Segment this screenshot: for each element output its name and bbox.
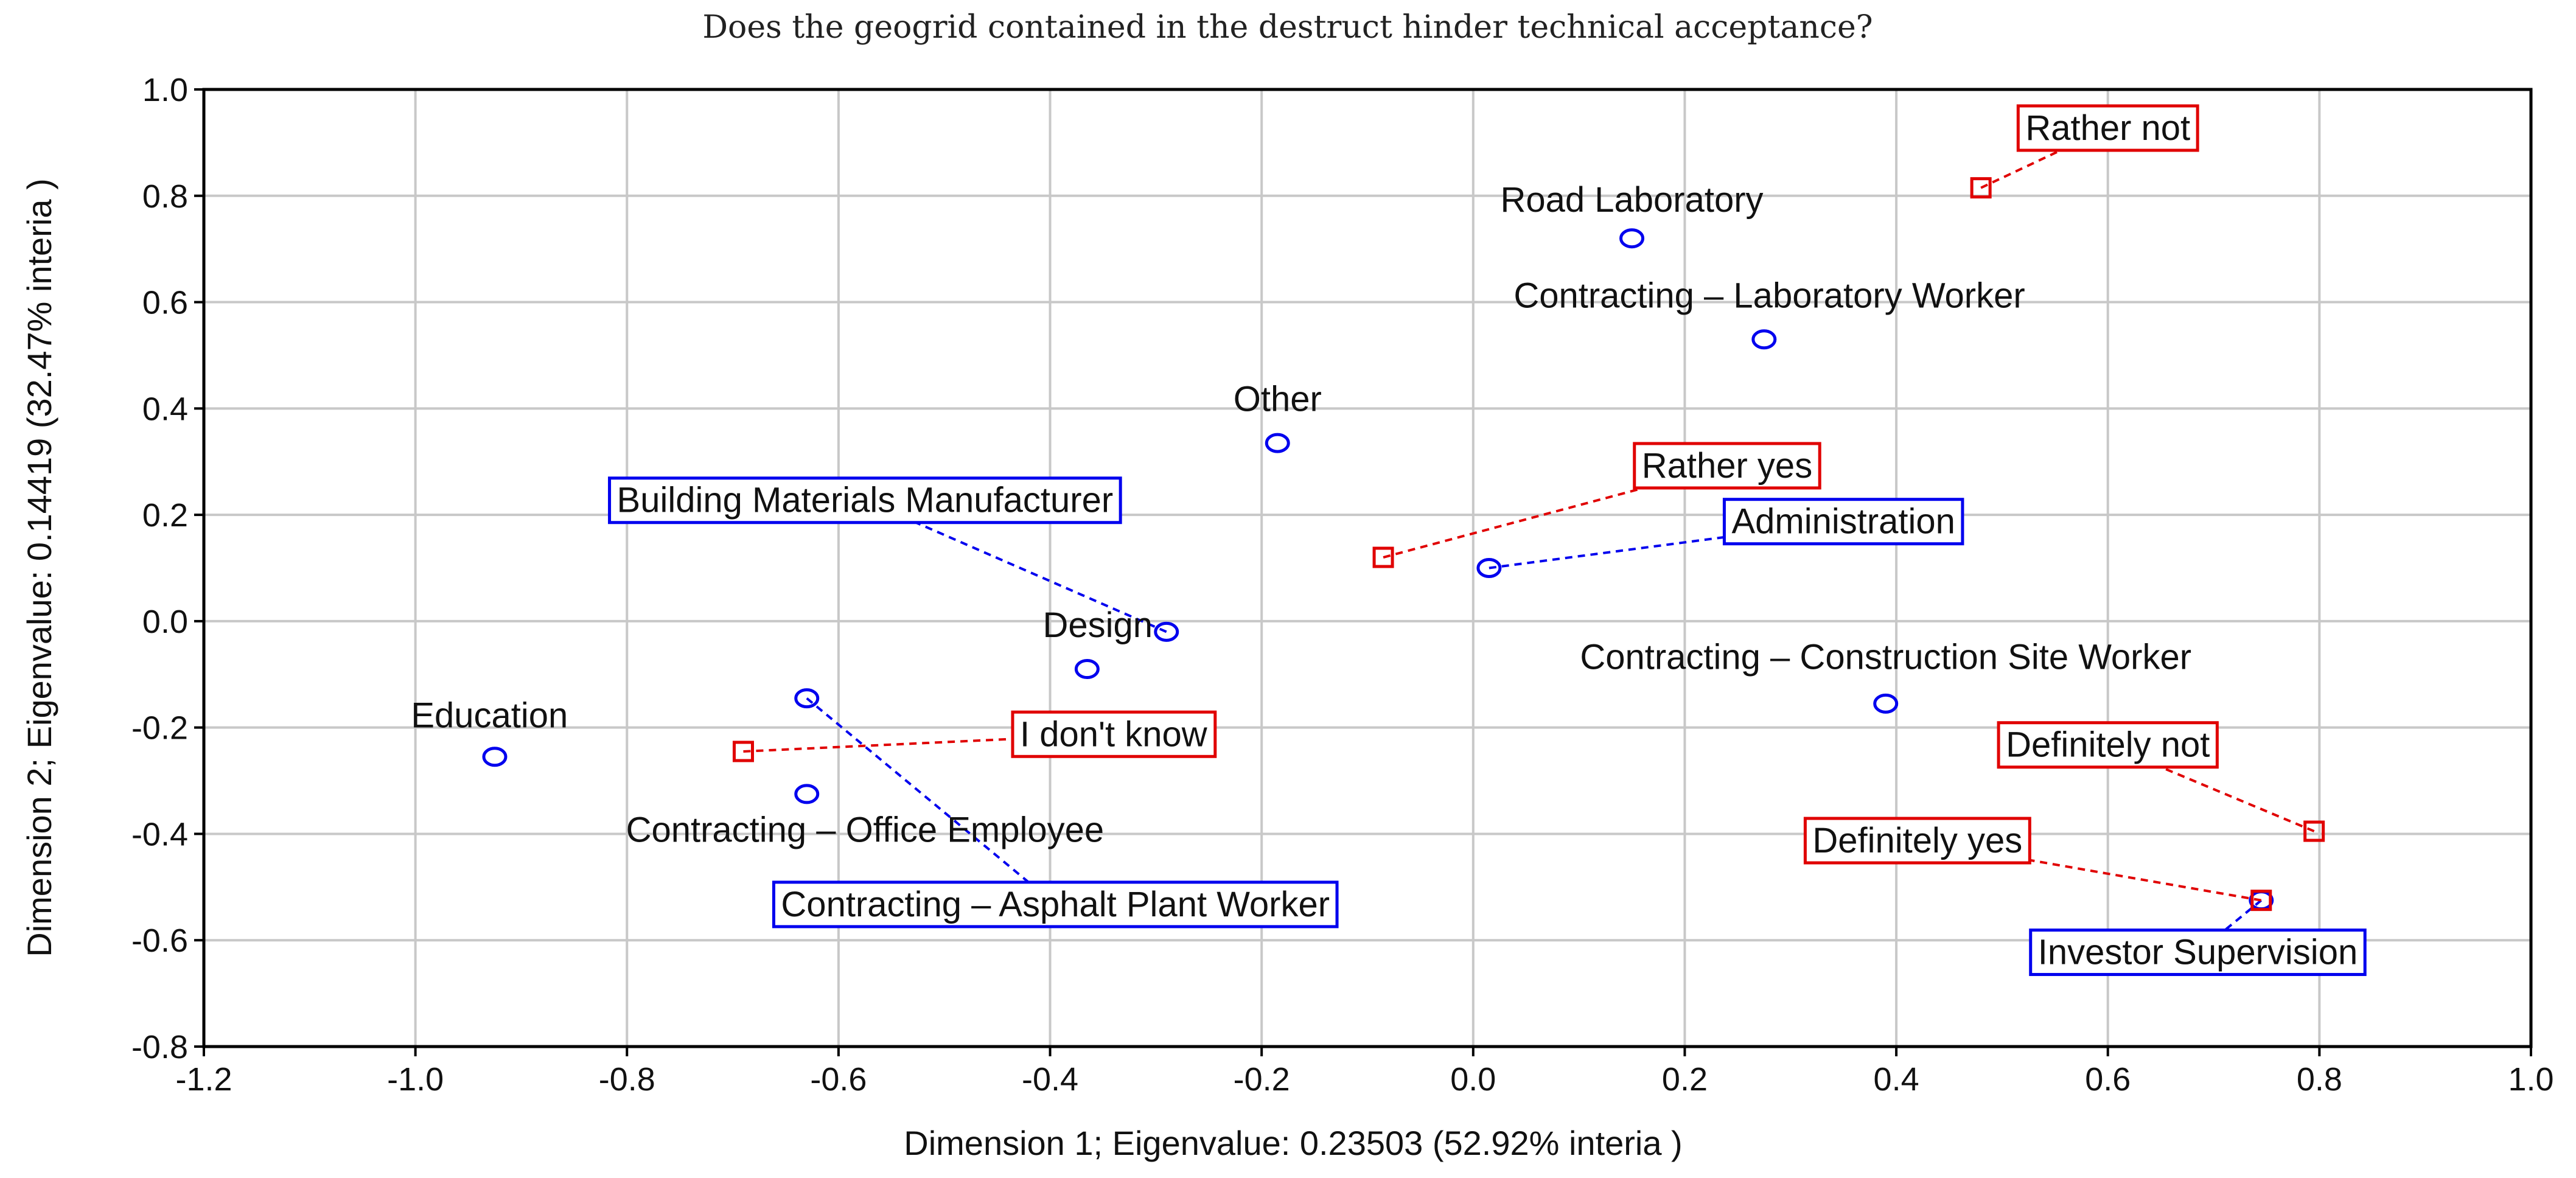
label-box-i-don-t-know <box>1011 710 1217 758</box>
x-tick-label: -0.8 <box>599 1061 655 1098</box>
leader-lines <box>743 149 2315 932</box>
point-contracting-asphalt-plant-worker <box>794 688 820 709</box>
label-definitely-yes: Definitely yes <box>1812 821 2022 860</box>
y-tick-label: 0.0 <box>142 604 188 640</box>
label-box-administration <box>1722 498 1964 546</box>
label-box-building-materials-manufacturer <box>608 476 1122 525</box>
point-design <box>1074 659 1100 680</box>
y-axis-label: Dimension 2; Eigenvalue: 0.14419 (32.47%… <box>20 178 58 957</box>
x-tick-label: -0.6 <box>810 1061 867 1098</box>
point-building-materials-manufacturer <box>1154 621 1179 642</box>
x-tick-label: 1.0 <box>2508 1061 2553 1098</box>
label-contracting-asphalt-plant-worker: Contracting – Asphalt Plant Worker <box>781 885 1330 924</box>
label-box-rather-yes <box>1633 442 1821 490</box>
leader-investor-supervision <box>2224 899 2263 932</box>
plot-frame <box>202 88 2533 1048</box>
point-markers <box>482 177 2325 911</box>
x-tick-label: -0.2 <box>1234 1061 1290 1098</box>
point-labels: Road Laboratory Contracting – Laboratory … <box>411 104 2367 977</box>
label-contracting-construction-site-worker: Contracting – Construction Site Worker <box>1580 638 2191 677</box>
y-tick-label: -0.6 <box>131 922 188 959</box>
x-axis-label: Dimension 1; Eigenvalue: 0.23503 (52.92%… <box>904 1124 1682 1162</box>
label-rather-not: Rather not <box>2025 108 2190 148</box>
x-tick-label: 0.2 <box>1662 1061 1708 1098</box>
label-contracting-laboratory-worker: Contracting – Laboratory Worker <box>1513 276 2025 315</box>
label-investor-supervision: Investor Supervision <box>2038 933 2358 972</box>
chart-title: Does the geogrid contained in the destru… <box>702 9 1873 46</box>
y-tick-label: 0.8 <box>142 178 188 215</box>
label-education: Education <box>411 696 568 736</box>
leader-i-don-t-know <box>743 737 1013 753</box>
point-administration <box>1476 558 1502 578</box>
x-tick-label: -1.2 <box>175 1061 232 1098</box>
label-box-definitely-not <box>1997 721 2219 769</box>
label-i-don-t-know: I don't know <box>1020 714 1208 754</box>
point-rather-not <box>1970 177 1992 199</box>
point-other <box>1265 433 1290 453</box>
label-other: Other <box>1234 380 1322 419</box>
y-tick-label: -0.2 <box>131 710 188 747</box>
x-tick-label: -0.4 <box>1022 1061 1078 1098</box>
label-road-laboratory: Road Laboratory <box>1501 180 1764 220</box>
y-tick-label: -0.4 <box>131 816 188 852</box>
label-definitely-not: Definitely not <box>2006 725 2210 765</box>
point-education <box>482 747 508 767</box>
point-contracting-office-employee <box>794 784 820 804</box>
leader-administration <box>1489 535 1725 570</box>
point-i-don-t-know <box>732 741 754 762</box>
y-tick-label: 0.4 <box>142 391 188 427</box>
leader-building-materials-manufacturer <box>915 521 1167 633</box>
point-road-laboratory <box>1619 228 1645 249</box>
leader-definitely-not <box>2160 765 2315 832</box>
label-building-materials-manufacturer: Building Materials Manufacturer <box>617 481 1114 520</box>
x-tick-label: 0.4 <box>1874 1061 1919 1098</box>
label-rather-yes: Rather yes <box>1642 446 1812 486</box>
grid-lines <box>203 88 2532 1048</box>
label-design: Design <box>1042 605 1153 645</box>
y-tick-label: 0.6 <box>142 285 188 321</box>
x-tick-label: 0.8 <box>2297 1061 2342 1098</box>
y-tick-label: 1.0 <box>142 72 188 108</box>
y-axis: 1.0 0.8 0.6 0.4 0.2 0.0 -0.2 -0.4 -0.6 -0.8 <box>131 72 204 1065</box>
x-tick-label: 0.6 <box>2085 1061 2131 1098</box>
leader-definitely-yes <box>2029 859 2262 902</box>
label-box-rather-not <box>2016 104 2199 152</box>
label-administration: Administration <box>1731 502 1955 542</box>
y-tick-label: -0.8 <box>131 1029 188 1065</box>
x-tick-label: -1.0 <box>387 1061 444 1098</box>
point-definitely-not <box>2303 820 2325 842</box>
leader-rather-not <box>1980 149 2062 189</box>
point-definitely-yes <box>2250 890 2272 911</box>
y-tick-label: 0.2 <box>142 497 188 534</box>
label-contracting-office-employee: Contracting – Office Employee <box>626 810 1105 850</box>
label-box-investor-supervision <box>2029 929 2367 977</box>
label-box-contracting-asphalt-plant-worker <box>772 880 1339 929</box>
point-contracting-construction-site-worker <box>1873 693 1899 714</box>
x-tick-label: 0.0 <box>1450 1061 1496 1098</box>
label-box-definitely-yes <box>1803 817 2031 865</box>
leader-rather-yes <box>1383 487 1644 559</box>
leader-contracting-asphalt-plant-worker <box>806 697 1030 884</box>
point-contracting-laboratory-worker <box>1751 329 1777 350</box>
point-rather-yes <box>1372 546 1394 568</box>
x-axis: -1.2 -1.0 -0.8 -0.6 -0.4 -0.2 0.0 0.2 0.4 0.6 0.8 1… <box>175 1047 2554 1098</box>
